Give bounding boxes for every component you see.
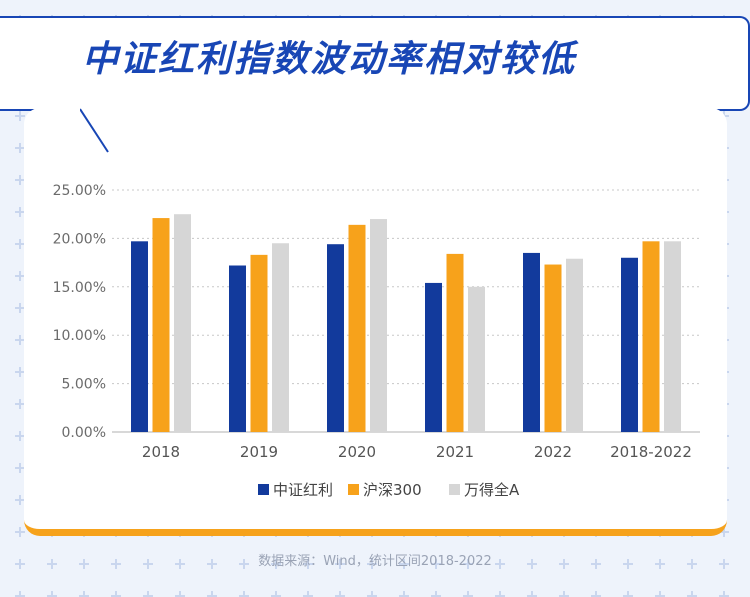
bar: [566, 258, 583, 432]
x-tick-label: 2020: [338, 443, 376, 461]
bar: [523, 252, 540, 432]
bar: [621, 257, 638, 432]
x-tick-label: 2019: [240, 443, 278, 461]
bar: [174, 214, 191, 432]
y-tick-label: 10.00%: [53, 328, 106, 344]
y-tick-label: 15.00%: [53, 280, 106, 296]
bar: [250, 254, 268, 432]
bar: [131, 241, 148, 432]
bar: [544, 264, 562, 432]
data-source-note: 数据来源：Wind，统计区间2018-2022: [258, 554, 492, 569]
bar: [348, 224, 366, 432]
legend-swatch: [348, 484, 359, 495]
bar: [272, 243, 289, 432]
bar: [664, 241, 681, 432]
page-title: 中证红利指数波动率相对较低: [82, 39, 577, 80]
y-tick-label: 0.00%: [62, 425, 106, 441]
y-tick-label: 20.00%: [53, 231, 106, 247]
bar: [327, 244, 344, 432]
bar: [446, 253, 464, 432]
legend-swatch: [449, 484, 460, 495]
bar: [468, 286, 485, 432]
legend-swatch: [258, 484, 269, 495]
y-tick-label: 25.00%: [53, 183, 106, 199]
x-tick-label: 2018: [142, 443, 180, 461]
x-tick-label: 2018-2022: [610, 443, 692, 461]
bar: [370, 219, 387, 432]
legend-label: 沪深300: [363, 481, 422, 499]
bar: [229, 265, 246, 432]
title-banner: [0, 16, 750, 111]
speech-bubble-tail: [80, 108, 110, 153]
y-tick-label: 5.00%: [62, 377, 106, 393]
bar: [642, 241, 660, 432]
bar: [425, 282, 442, 432]
x-tick-label: 2022: [534, 443, 572, 461]
bar: [152, 218, 170, 432]
legend-label: 万得全A: [464, 481, 520, 499]
x-tick-label: 2021: [436, 443, 474, 461]
legend-label: 中证红利: [273, 481, 333, 499]
